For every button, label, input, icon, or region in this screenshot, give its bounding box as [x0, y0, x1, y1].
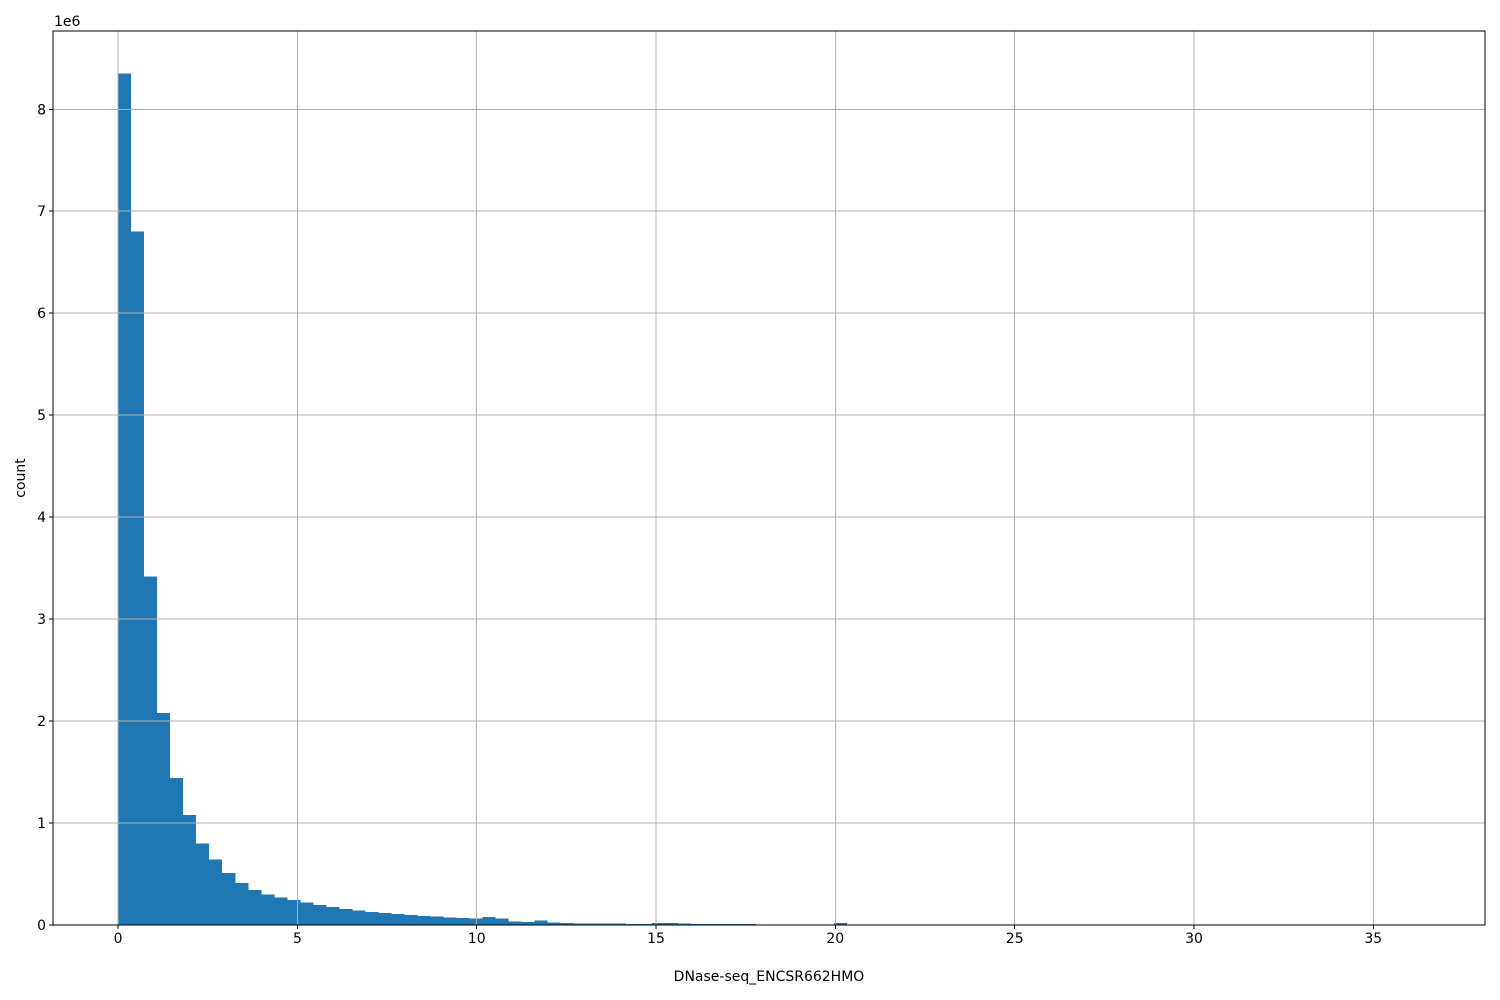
histogram-bar: [456, 917, 470, 925]
y-tick-label: 7: [37, 204, 46, 220]
y-tick-label: 5: [37, 408, 46, 424]
histogram-bar: [391, 914, 405, 925]
histogram-bar: [638, 923, 652, 925]
histogram-bar: [196, 843, 210, 925]
plot-frame: [52, 30, 1486, 926]
histogram-bar: [326, 907, 340, 925]
histogram-bar: [690, 923, 704, 925]
histogram-bar: [599, 923, 613, 925]
y-tick-label: 8: [37, 102, 46, 118]
histogram-bar: [625, 923, 639, 925]
histogram-bar: [287, 900, 301, 925]
histogram-bar: [651, 922, 665, 925]
x-axis-label: DNase-seq_ENCSR662HMO: [674, 969, 865, 985]
x-tick-label: 30: [1185, 931, 1203, 947]
y-tick-label: 2: [37, 714, 46, 730]
histogram-bar: [443, 917, 457, 925]
x-tick-label: 25: [1006, 931, 1024, 947]
histogram-bar: [300, 902, 314, 925]
y-tick-label: 3: [37, 612, 46, 628]
x-tick-label: 35: [1364, 931, 1382, 947]
y-axis-label: count: [13, 458, 29, 498]
histogram-bar: [235, 883, 249, 925]
histogram-bar: [118, 73, 132, 925]
histogram-bar: [261, 894, 275, 925]
histogram-bar: [222, 873, 236, 925]
histogram-bar: [183, 814, 197, 925]
x-tick-label: 20: [826, 931, 844, 947]
histogram-bar: [560, 923, 574, 925]
histogram-bar: [404, 915, 418, 925]
grid-layer: [53, 31, 1485, 926]
histogram-bar: [378, 913, 392, 925]
histogram-bar: [547, 922, 561, 925]
histogram-bar: [365, 911, 379, 925]
histogram-bar: [508, 921, 522, 925]
histogram-bar: [417, 915, 431, 925]
histogram-bar: [521, 921, 535, 925]
x-tick-label: 0: [114, 931, 123, 947]
histogram-bar: [534, 920, 548, 925]
histogram-bar: [677, 923, 691, 925]
histogram-bar: [170, 778, 184, 925]
y-tick-label: 1: [37, 816, 46, 832]
y-tick-label: 4: [37, 510, 46, 526]
histogram-bar: [469, 918, 483, 925]
histogram-bar: [612, 923, 626, 925]
histogram-bar: [248, 889, 262, 925]
x-tick-label: 10: [468, 931, 486, 947]
histogram-bar: [339, 908, 353, 925]
x-tick-label: 5: [293, 931, 302, 947]
x-axis-ticks: 0 5 10 15 20 25 30 35: [114, 925, 1382, 947]
histogram-bar: [482, 916, 496, 925]
histogram-bar: [495, 918, 509, 925]
histogram-bar: [157, 712, 171, 925]
histogram-bar: [131, 231, 145, 925]
histogram-bar: [430, 916, 444, 925]
y-tick-label: 6: [37, 306, 46, 322]
y-axis-ticks: 0 1 2 3 4 5 6 7 8: [37, 102, 53, 934]
y-axis-offset-label: 1e6: [54, 14, 81, 30]
histogram-bar: [834, 923, 848, 925]
histogram-bar: [586, 923, 600, 925]
x-tick-label: 15: [647, 931, 665, 947]
histogram-bar: [664, 923, 678, 925]
histogram-bar: [313, 904, 327, 925]
histogram-bar: [573, 923, 587, 925]
histogram-bar: [352, 910, 366, 925]
histogram-bar: [209, 859, 223, 925]
histogram-bar: [144, 576, 158, 925]
y-tick-label: 0: [37, 918, 46, 934]
histogram-bar: [274, 897, 288, 925]
bars-layer: [118, 73, 848, 925]
